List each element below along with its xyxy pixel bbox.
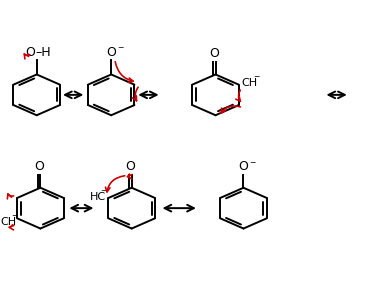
Text: CH: CH [242, 78, 258, 88]
Text: $^{-}$: $^{-}$ [252, 75, 260, 85]
Text: O: O [238, 160, 248, 173]
Text: O: O [126, 160, 136, 173]
Text: –H: –H [36, 46, 51, 59]
Text: O: O [34, 160, 44, 173]
Text: O: O [210, 47, 219, 60]
Text: O: O [25, 46, 35, 59]
Text: $^{-}$: $^{-}$ [11, 214, 19, 224]
Text: $^{-}$: $^{-}$ [100, 188, 108, 198]
Text: HC: HC [90, 192, 106, 202]
Text: O: O [106, 45, 116, 59]
Text: CH: CH [0, 217, 17, 227]
Text: $^{-}$: $^{-}$ [249, 160, 257, 170]
Text: $^{-}$: $^{-}$ [117, 45, 124, 55]
